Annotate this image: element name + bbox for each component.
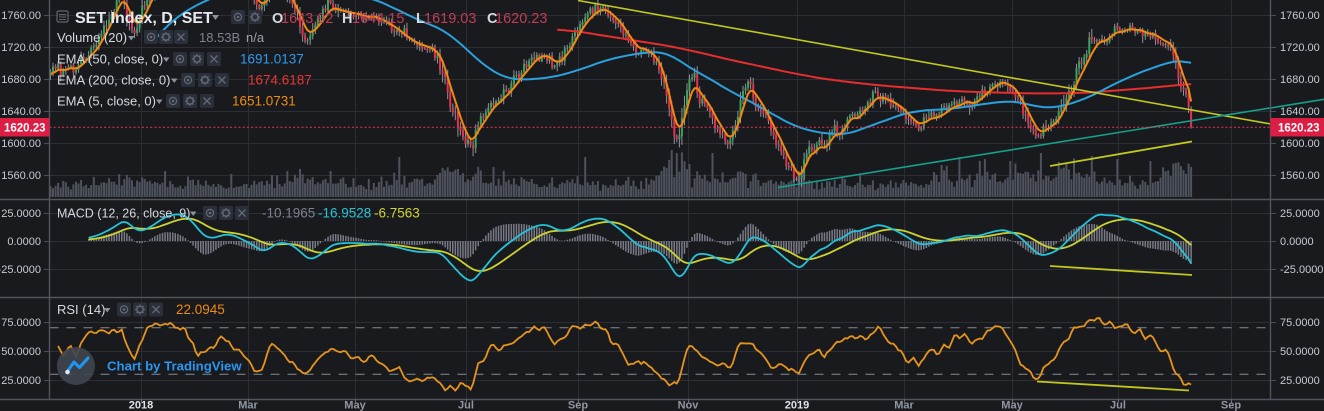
svg-text:Nov: Nov: [678, 400, 700, 411]
svg-text:1680.00: 1680.00: [1, 74, 41, 86]
svg-text:2019: 2019: [785, 400, 809, 411]
svg-text:75.0000: 75.0000: [1280, 317, 1320, 329]
svg-text:1720.00: 1720.00: [1280, 42, 1320, 54]
svg-text:1720.00: 1720.00: [1, 42, 41, 54]
svg-text:SET Index, D, SET: SET Index, D, SET: [75, 10, 213, 27]
svg-text:Chart by TradingView: Chart by TradingView: [107, 359, 242, 374]
svg-text:1644.15: 1644.15: [352, 11, 404, 27]
svg-text:Mar: Mar: [894, 400, 914, 411]
svg-text:C: C: [487, 11, 498, 27]
svg-text:EMA (5, close, 0): EMA (5, close, 0): [57, 94, 156, 109]
svg-text:1600.00: 1600.00: [1280, 138, 1320, 150]
svg-text:25.0000: 25.0000: [1280, 208, 1320, 220]
svg-text:25.0000: 25.0000: [1, 375, 41, 387]
svg-text:1560.00: 1560.00: [1280, 170, 1320, 182]
svg-text:0.0000: 0.0000: [1280, 236, 1314, 248]
svg-text:-16.9528: -16.9528: [318, 206, 371, 221]
svg-text:1760.00: 1760.00: [1280, 10, 1320, 22]
svg-text:O: O: [272, 11, 283, 27]
svg-text:1560.00: 1560.00: [1, 170, 41, 182]
svg-text:50.0000: 50.0000: [1280, 346, 1320, 358]
svg-text:1640.00: 1640.00: [1, 106, 41, 118]
svg-text:75.0000: 75.0000: [1, 317, 41, 329]
svg-text:May: May: [1001, 400, 1023, 411]
svg-text:1640.00: 1640.00: [1280, 106, 1320, 118]
svg-text:-25.0000: -25.0000: [0, 264, 41, 276]
svg-text:1600.00: 1600.00: [1, 138, 41, 150]
svg-text:25.0000: 25.0000: [1, 208, 41, 220]
svg-text:1760.00: 1760.00: [1, 10, 41, 22]
svg-text:25.0000: 25.0000: [1280, 375, 1320, 387]
svg-text:H: H: [342, 11, 352, 27]
svg-text:22.0945: 22.0945: [176, 302, 225, 317]
svg-text:EMA (50, close, 0): EMA (50, close, 0): [57, 52, 163, 67]
svg-text:-6.7563: -6.7563: [374, 206, 420, 221]
svg-text:May: May: [344, 400, 366, 411]
svg-text:0.0000: 0.0000: [7, 236, 41, 248]
svg-text:-25.0000: -25.0000: [1280, 264, 1323, 276]
svg-text:EMA (200, close, 0): EMA (200, close, 0): [57, 73, 170, 88]
svg-text:1651.0731: 1651.0731: [232, 94, 296, 109]
svg-text:1680.00: 1680.00: [1280, 74, 1320, 86]
svg-text:Sep: Sep: [568, 400, 588, 411]
svg-text:Sep: Sep: [1221, 400, 1241, 411]
svg-text:1620.23: 1620.23: [495, 11, 547, 27]
svg-text:1620.23: 1620.23: [4, 123, 46, 135]
svg-text:1674.6187: 1674.6187: [248, 73, 312, 88]
svg-text:18.53B: 18.53B: [199, 30, 240, 45]
svg-text:MACD (12, 26, close, 9): MACD (12, 26, close, 9): [57, 207, 190, 221]
svg-text:Mar: Mar: [238, 400, 258, 411]
svg-text:-10.1965: -10.1965: [262, 206, 315, 221]
svg-text:50.0000: 50.0000: [1, 346, 41, 358]
svg-text:RSI (14): RSI (14): [57, 302, 105, 317]
svg-text:n/a: n/a: [246, 30, 265, 45]
svg-text:2018: 2018: [129, 400, 153, 411]
svg-text:L: L: [416, 11, 425, 27]
svg-text:1620.23: 1620.23: [1278, 123, 1320, 135]
svg-text:Volume (20): Volume (20): [57, 30, 127, 45]
svg-text:1619.03: 1619.03: [424, 11, 476, 27]
svg-text:Jul: Jul: [1110, 400, 1126, 411]
svg-text:Jul: Jul: [458, 400, 474, 411]
svg-text:1691.0137: 1691.0137: [240, 52, 304, 67]
svg-text:1643.02: 1643.02: [281, 11, 333, 27]
